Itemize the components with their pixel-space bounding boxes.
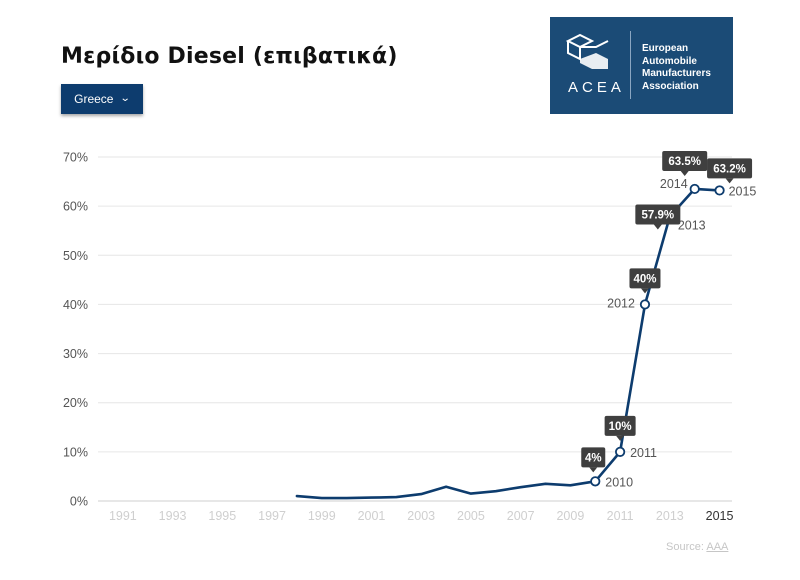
value-callout-label: 63.2% [713, 163, 746, 175]
x-tick-label: 2011 [607, 509, 634, 523]
x-tick-label: 2007 [507, 509, 535, 523]
source-link[interactable]: AAA [706, 541, 729, 553]
value-callout-pointer [680, 170, 689, 176]
y-tick-label: 50% [63, 249, 88, 263]
x-tick-label: 1991 [109, 509, 137, 523]
value-callout-label: 57.9% [642, 209, 675, 221]
value-callout-label: 10% [609, 421, 632, 433]
value-callout-pointer [640, 288, 649, 294]
value-callout-box [707, 158, 753, 179]
series-line [295, 187, 721, 500]
value-callout-box [635, 204, 681, 225]
page-title: Μερίδιο Diesel (επιβατικά) [61, 44, 398, 69]
y-tick-label: 60% [63, 200, 88, 214]
logo-divider [630, 31, 631, 99]
value-callout-pointer [589, 467, 598, 473]
x-tick-label: 1999 [308, 509, 336, 523]
x-tick-label: 2005 [457, 509, 485, 523]
data-point [639, 299, 651, 310]
x-tick-label: 1995 [208, 509, 236, 523]
y-tick-label: 30% [63, 347, 88, 361]
point-year-label: 2013 [678, 218, 706, 232]
x-tick-label: 2001 [358, 509, 386, 523]
value-callout-label: 40% [633, 273, 656, 285]
point-year-label: 2015 [729, 184, 757, 198]
value-callout-box [581, 447, 606, 468]
value-callout-pointer [725, 178, 734, 184]
acea-logo: ACEA European Automobile Manufacturers A… [550, 17, 733, 114]
x-tick-label: 2013 [656, 509, 684, 523]
y-tick-label: 0% [70, 495, 88, 509]
logo-name-line: Manufacturers [642, 68, 711, 79]
logo-name: European Automobile Manufacturers Associ… [642, 43, 711, 93]
y-tick-label: 10% [63, 445, 88, 459]
point-year-label: 2010 [605, 475, 633, 489]
point-year-label: 2014 [660, 177, 688, 191]
source-prefix: Source: [666, 541, 704, 553]
y-tick-label: 70% [63, 151, 88, 165]
value-callout-box [629, 268, 661, 289]
logo-name-line: Automobile [642, 55, 697, 67]
value-callout-pointer [616, 435, 625, 441]
x-tick-label: 2015 [706, 509, 734, 523]
value-callout-label: 63.5% [668, 156, 701, 168]
x-tick-label: 2009 [556, 509, 584, 523]
chevron-down-icon: ⌄ [120, 93, 132, 104]
point-year-label: 2012 [607, 296, 635, 310]
y-tick-label: 40% [63, 298, 88, 312]
data-point [714, 185, 725, 196]
data-point [590, 476, 601, 487]
x-tick-label: 2003 [407, 509, 435, 523]
data-point [689, 183, 700, 195]
country-dropdown-label: Greece [74, 92, 114, 106]
country-dropdown-button[interactable]: Greece ⌄ [61, 84, 143, 114]
x-tick-label: 1997 [258, 509, 286, 523]
y-tick-label: 20% [63, 396, 88, 410]
value-callout-pointer [653, 224, 662, 230]
logo-name-line: Association [642, 80, 699, 92]
logo-name-line: European [642, 43, 689, 54]
value-callout-box [662, 150, 708, 171]
point-year-label: 2011 [630, 446, 657, 460]
value-callout-label: 4% [585, 452, 602, 464]
logo-acronym: ACEA [568, 79, 625, 96]
acea-emblem-icon [566, 33, 609, 69]
x-tick-label: 1993 [159, 509, 187, 523]
data-point [615, 446, 626, 457]
source-note: Source: AAA [666, 541, 728, 553]
value-callout-box [604, 415, 636, 436]
